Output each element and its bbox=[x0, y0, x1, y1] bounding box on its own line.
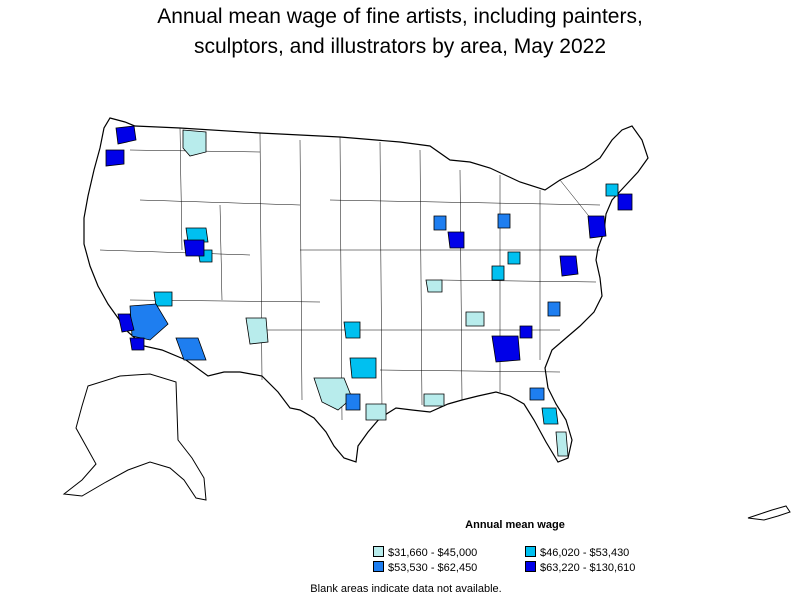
map-title-line-2: sculptors, and illustrators by area, May… bbox=[193, 35, 607, 58]
legend-title: Annual mean wage bbox=[465, 519, 565, 531]
area-medium-oklahoma bbox=[349, 357, 377, 379]
legend-swatch-1 bbox=[373, 546, 384, 557]
wage-areas bbox=[105, 125, 633, 457]
area-strong-florida bbox=[529, 387, 545, 401]
map-title-line-1: Annual mean wage of fine artists, includ… bbox=[157, 5, 643, 28]
legend-item-2: $46,020 - $53,430 bbox=[525, 546, 629, 560]
legend-label-3: $53,530 - $62,450 bbox=[388, 562, 478, 574]
area-light-kansas bbox=[425, 279, 443, 293]
area-medium-ny bbox=[605, 183, 619, 197]
legend-item-4: $63,220 - $130,610 bbox=[525, 561, 635, 575]
area-light-texas bbox=[313, 377, 353, 411]
legend-item-3: $53,530 - $62,450 bbox=[373, 561, 477, 575]
area-light-nevada bbox=[245, 317, 269, 345]
legend-swatch-4 bbox=[525, 561, 536, 572]
legend-swatch-3 bbox=[373, 561, 384, 572]
area-dark-new-york bbox=[587, 215, 607, 239]
area-dark-chicago bbox=[447, 231, 465, 249]
area-dark-atlanta bbox=[491, 335, 521, 363]
area-light-louisiana bbox=[423, 393, 445, 407]
area-strong-arizona-central bbox=[129, 303, 169, 341]
contiguous-us-shape bbox=[83, 117, 649, 463]
area-medium-utah bbox=[185, 227, 209, 243]
hawaii-shape bbox=[747, 505, 791, 521]
area-strong-michigan bbox=[433, 215, 447, 231]
legend-label-4: $63,220 - $130,610 bbox=[540, 562, 636, 574]
area-dark-portland bbox=[105, 149, 125, 167]
area-light-tennessee bbox=[465, 311, 485, 327]
area-medium-ohio bbox=[507, 251, 521, 265]
area-light-montana bbox=[182, 129, 207, 157]
area-dark-boston bbox=[617, 193, 633, 211]
legend-swatch-2 bbox=[525, 546, 536, 557]
alaska-shape bbox=[62, 373, 207, 501]
area-medium-nevada bbox=[153, 291, 173, 307]
area-light-texas-2 bbox=[365, 403, 387, 421]
area-medium-missouri bbox=[343, 321, 361, 339]
area-medium-indiana bbox=[491, 265, 505, 281]
area-dark-south-carolina bbox=[519, 325, 533, 339]
legend-item-1: $31,660 - $45,000 bbox=[373, 546, 477, 560]
area-strong-arizona-south bbox=[175, 337, 207, 361]
area-dark-seattle bbox=[115, 125, 137, 145]
map-title: Annual mean wage of fine artists, includ… bbox=[0, 2, 800, 62]
area-dark-san-diego bbox=[129, 337, 145, 351]
footnote: Blank areas indicate data not available. bbox=[310, 583, 502, 595]
legend-label-2: $46,020 - $53,430 bbox=[540, 547, 630, 559]
area-strong-carolina bbox=[547, 301, 561, 317]
area-dark-los-angeles bbox=[117, 313, 135, 333]
area-strong-michigan-2 bbox=[497, 213, 511, 229]
legend-label-1: $31,660 - $45,000 bbox=[388, 547, 478, 559]
area-dark-salt-lake bbox=[183, 239, 205, 257]
area-medium-florida bbox=[541, 407, 559, 425]
area-strong-texas bbox=[345, 393, 361, 411]
area-light-florida bbox=[555, 431, 569, 457]
area-dark-dc bbox=[559, 255, 579, 277]
